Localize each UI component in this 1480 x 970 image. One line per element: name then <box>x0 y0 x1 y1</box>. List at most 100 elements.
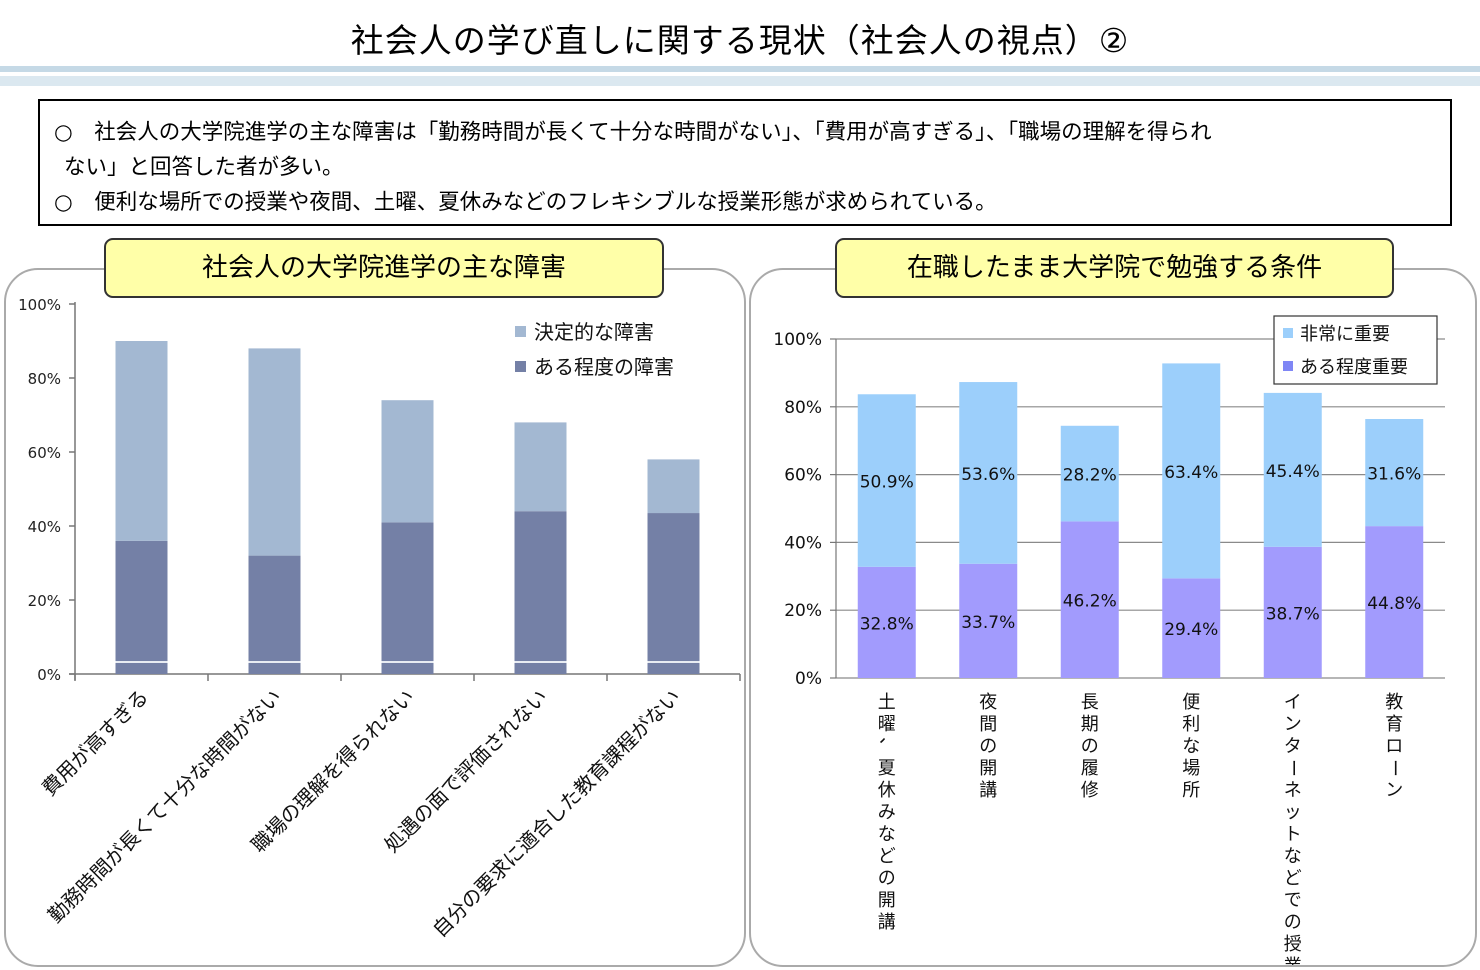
data-label: 50.9% <box>860 473 914 493</box>
summary-line-2: ○ 便利な場所での授業や夜間、土曜、夏休みなどのフレキシブルな授業形態が求められ… <box>54 185 1450 220</box>
x-category-label-char: な <box>1182 736 1200 757</box>
x-category-label-char: 講 <box>878 912 896 933</box>
left-chart-panel: 0% 20% 40% 60% 80% 100% 費用が高すぎる 勤務時間が長くて十分な時間がな… <box>4 268 746 967</box>
x-category-label-char: 夜 <box>979 692 997 713</box>
x-category-label-char: 所 <box>1182 780 1200 801</box>
bar-segment-moderate <box>647 513 700 674</box>
x-category-label-char: ど <box>1284 868 1302 889</box>
x-category-label-char: の <box>979 736 997 757</box>
data-label: 44.8% <box>1367 594 1421 614</box>
legend-swatch <box>1283 361 1293 371</box>
x-category-label-char: イ <box>1284 692 1302 713</box>
bar-segment-decisive <box>647 459 700 514</box>
x-category-label-char: タ <box>1284 736 1302 757</box>
bar-segment-very-important <box>959 382 1018 564</box>
data-label: 45.4% <box>1266 462 1320 482</box>
x-category-label-char: 休 <box>878 780 896 801</box>
x-category-label: 費用が高すぎる <box>37 685 153 801</box>
bar-segment-moderate <box>514 511 567 674</box>
title-rule <box>0 66 1480 72</box>
x-category-label-char: ネ <box>1284 780 1302 801</box>
bar-segment-somewhat-important <box>1263 546 1322 678</box>
data-label: 29.4% <box>1164 620 1218 640</box>
legend-label: ある程度の障害 <box>534 355 674 379</box>
x-category-label-char: 曜 <box>878 714 896 735</box>
x-category-label-char: 長 <box>1081 692 1099 713</box>
x-category-label-char: な <box>878 824 896 845</box>
legend-swatch <box>515 326 526 337</box>
right-chart-panel: 0% 20% 40% 60% 80% 100% 32.8% 50.9% 土曜、夏休みなどの開講 3… <box>749 268 1477 967</box>
y-tick-label: 100% <box>18 296 61 314</box>
obstacles-chart: 0% 20% 40% 60% 80% 100% 費用が高すぎる勤務時間が長くて十分な時間がな… <box>18 296 741 942</box>
data-label: 33.7% <box>961 613 1015 633</box>
bar-segment-moderate <box>381 522 434 674</box>
y-tick-label: 0% <box>37 666 61 684</box>
x-category-label-char: ッ <box>1284 802 1302 823</box>
x-category-label-char: ど <box>878 846 896 867</box>
y-tick-label: 40% <box>784 533 822 553</box>
title-rule-band <box>0 76 1480 86</box>
x-category-label-char: 修 <box>1081 780 1099 801</box>
x-category-label-char: 便 <box>1182 692 1200 713</box>
x-category-label-char: 利 <box>1182 714 1200 735</box>
bar-segment-decisive <box>115 341 168 541</box>
y-tick-label: 60% <box>784 466 822 486</box>
y-tick-label: 100% <box>773 330 822 350</box>
x-category-label-char: 、 <box>876 737 897 755</box>
bar-segment-somewhat-important <box>1060 521 1119 678</box>
y-tick-label: 60% <box>28 444 61 462</box>
x-category-label-char: の <box>878 868 896 889</box>
data-label: 46.2% <box>1063 592 1117 612</box>
y-tick-label: 80% <box>28 370 61 388</box>
bullet-icon: ○ <box>54 190 73 215</box>
x-category-label-char: の <box>1081 736 1099 757</box>
bar-segment-decisive <box>248 348 301 556</box>
legend-background <box>502 314 702 384</box>
legend-label: 非常に重要 <box>1300 324 1390 345</box>
x-category-label-char: 期 <box>1081 714 1099 735</box>
x-category-label-char: で <box>1284 890 1302 911</box>
bar-segment-somewhat-important <box>959 563 1018 678</box>
bar-segment-somewhat-important <box>857 566 916 678</box>
x-category-label-char: ー <box>1383 759 1404 777</box>
page-title: 社会人の学び直しに関する現状（社会人の視点）② <box>350 21 1130 60</box>
legend-box <box>1273 315 1438 385</box>
x-category-label-char: 土 <box>878 692 896 713</box>
bar-segment-very-important <box>1263 392 1322 547</box>
bar-segment-somewhat-important <box>1162 578 1221 678</box>
y-tick-label: 0% <box>795 669 822 689</box>
summary-box: ○ 社会人の大学院進学の主な障害は「勤務時間が長くて十分な時間がない」、「費用が… <box>38 99 1452 226</box>
x-category-label-char: ト <box>1284 824 1302 845</box>
x-category-label-char: 開 <box>979 758 997 779</box>
x-category-label-char: 育 <box>1385 714 1403 735</box>
x-category-label: 自分の要求に適合した教育課程がない <box>428 685 685 942</box>
x-category-label-char: 業 <box>1284 956 1302 965</box>
left-chart-title: 社会人の大学院進学の主な障害 <box>104 238 664 298</box>
legend-label: ある程度重要 <box>1300 357 1408 378</box>
x-category-label-char: 授 <box>1284 934 1302 955</box>
bar-segment-decisive <box>514 422 567 512</box>
x-category-label: 勤務時間が長くて十分な時間がない <box>43 685 286 928</box>
x-category-label-char: 教 <box>1385 692 1403 713</box>
y-tick-label: 80% <box>784 398 822 418</box>
x-category-label-char: の <box>1284 912 1302 933</box>
bar-segment-very-important <box>1365 419 1424 527</box>
bar-segment-decisive <box>381 400 434 523</box>
summary-line-1: ○ 社会人の大学院進学の主な障害は「勤務時間が長くて十分な時間がない」、「費用が… <box>54 115 1450 150</box>
x-category-label-char: 開 <box>878 890 896 911</box>
legend-label: 決定的な障害 <box>534 320 654 344</box>
summary-text: 便利な場所での授業や夜間、土曜、夏休みなどのフレキシブルな授業形態が求められてい… <box>94 190 997 215</box>
legend-swatch <box>1283 328 1293 338</box>
x-category-label-char: な <box>1284 846 1302 867</box>
x-category-label-char: み <box>878 802 896 823</box>
legend-swatch <box>515 361 526 372</box>
data-label: 28.2% <box>1063 466 1117 486</box>
x-category-label-char: 間 <box>979 714 997 735</box>
bar-segment-very-important <box>1162 363 1221 579</box>
bar-segment-moderate <box>115 540 168 674</box>
x-category-label-char: 講 <box>979 780 997 801</box>
x-category-label-char: ン <box>1284 714 1302 735</box>
data-label: 38.7% <box>1266 604 1320 624</box>
summary-text: 社会人の大学院進学の主な障害は「勤務時間が長くて十分な時間がない」、「費用が高す… <box>94 120 1212 145</box>
y-tick-label: 20% <box>28 592 61 610</box>
